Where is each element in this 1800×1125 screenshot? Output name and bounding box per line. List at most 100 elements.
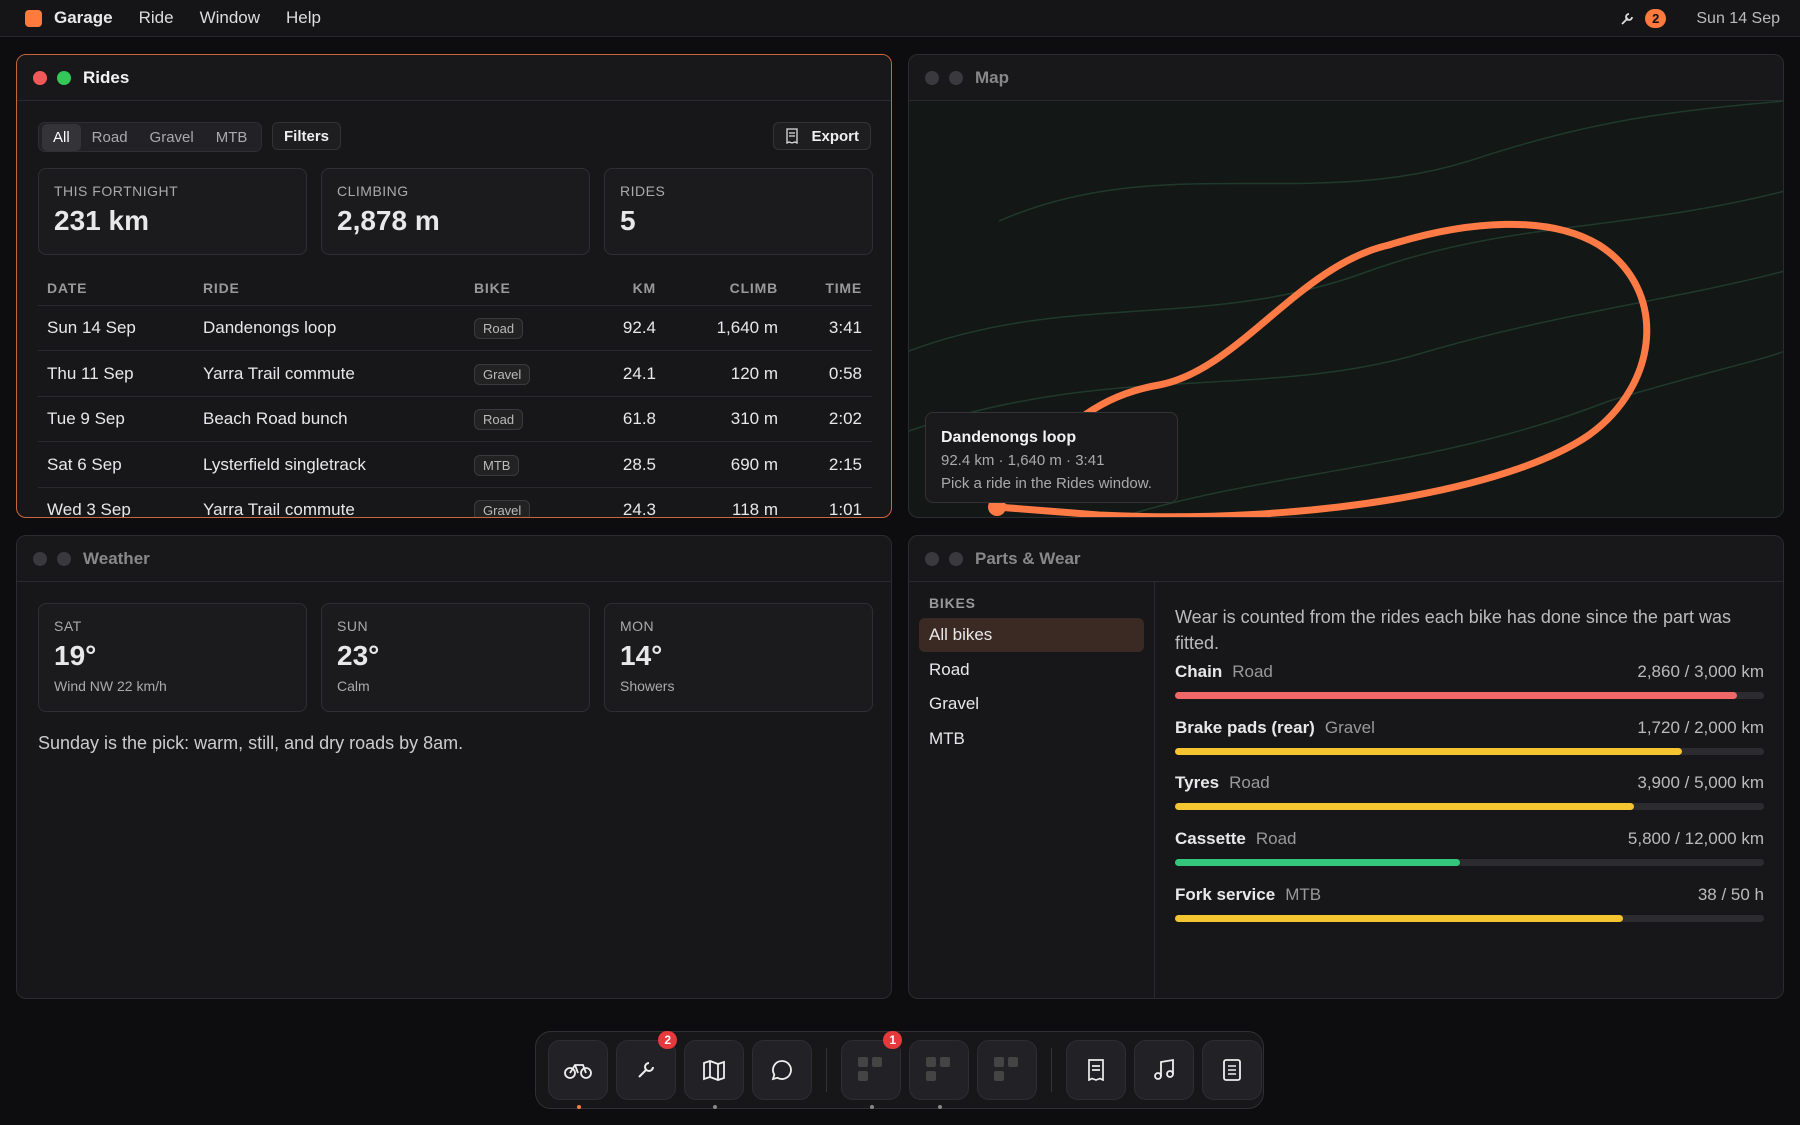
tooltip-hint: Pick a ride in the Rides window. — [941, 475, 1152, 492]
cell: 3:41 — [828, 318, 862, 337]
part-item: Cassette Road 5,800 / 12,000 km — [1175, 829, 1764, 867]
ride-row[interactable]: Thu 11 Sep Yarra Trail commute Gravel 24.1 1… — [38, 352, 872, 397]
part-line: Chain Road 2,860 / 3,000 km — [1175, 662, 1764, 682]
part-name: Cassette — [1175, 829, 1246, 849]
ride-row[interactable]: Sun 14 Sep Dandenongs loop Road 92.4 1,640 m… — [38, 306, 872, 351]
part-name: Chain — [1175, 662, 1223, 681]
dock-receipts[interactable] — [1066, 1040, 1126, 1100]
column-header[interactable]: BIKE — [474, 279, 511, 296]
window-title: Weather — [83, 548, 150, 568]
dock-music[interactable] — [1134, 1040, 1194, 1100]
zoom-button[interactable] — [57, 551, 71, 566]
cell: 2:02 — [828, 409, 862, 428]
dock-folder[interactable] — [909, 1040, 969, 1109]
bike-pill: Road — [474, 318, 524, 339]
window-title: Parts & Wear — [975, 548, 1081, 568]
app-icon — [25, 9, 42, 27]
cell: 690 m — [730, 454, 778, 474]
bikes-label: BIKES — [929, 595, 976, 611]
part-usage: 5,800 / 12,000 km — [1627, 829, 1764, 849]
cell: 61.8 — [622, 409, 656, 428]
bike-pill: MTB — [474, 454, 520, 476]
ride-row[interactable]: Sat 6 Sep Lysterfield singletrack MTB 28.5 6… — [38, 443, 872, 488]
close-button[interactable] — [33, 70, 47, 85]
part-usage: 2,860 / 3,000 km — [1637, 662, 1764, 681]
export-button[interactable]: Export — [773, 122, 871, 150]
wear-track — [1175, 692, 1764, 699]
cell: 2:15 — [828, 454, 862, 474]
dock-folder[interactable]: 1 — [841, 1031, 902, 1109]
column-header[interactable]: TIME — [825, 279, 862, 296]
column-header[interactable]: DATE — [47, 279, 88, 296]
zoom-button[interactable] — [949, 70, 963, 85]
dock-folder[interactable] — [977, 1040, 1037, 1100]
stat-card: RIDES 5 — [604, 168, 873, 255]
bike-option[interactable]: All bikes — [919, 618, 1144, 652]
column-header[interactable]: KM — [632, 279, 656, 296]
part-name: Fork service — [1175, 884, 1276, 904]
forecast-day: SAT — [54, 618, 82, 634]
filter-option[interactable]: Gravel — [149, 128, 194, 146]
dock-garage[interactable]: 2 — [616, 1031, 677, 1100]
rides-window: Rides All Road Gravel MTB Filters Export TH… — [16, 54, 892, 518]
zoom-button[interactable] — [949, 551, 963, 566]
forecast-temp: 14° — [620, 640, 663, 671]
part-usage: 1,720 / 2,000 km — [1637, 717, 1764, 737]
part-item: Tyres Road 3,900 / 5,000 km — [1175, 773, 1764, 811]
bike-pill: Gravel — [474, 363, 531, 385]
ride-row[interactable]: Tue 9 Sep Beach Road bunch Road 61.8 310 m 2:… — [38, 397, 872, 442]
part-name: Tyres — [1175, 773, 1220, 793]
dock-notes[interactable] — [1202, 1040, 1262, 1100]
zoom-button[interactable] — [57, 70, 71, 85]
bike-option[interactable]: Gravel — [929, 694, 980, 713]
filter-option[interactable]: MTB — [215, 128, 248, 146]
menu-item[interactable]: Window — [199, 8, 261, 27]
part-line: Tyres Road 3,900 / 5,000 km — [1175, 773, 1764, 793]
column-header[interactable]: RIDE — [203, 279, 240, 296]
cell: Thu 11 Sep — [47, 363, 134, 383]
bike-option[interactable]: MTB — [929, 728, 965, 748]
dock-map[interactable] — [684, 1040, 744, 1109]
cell: Yarra Trail commute — [203, 500, 355, 518]
dock-messages[interactable] — [752, 1040, 812, 1100]
column-header[interactable]: CLIMB — [729, 279, 778, 296]
close-button[interactable] — [33, 551, 47, 566]
filters-button[interactable]: Filters — [272, 122, 342, 150]
cell: 1,640 m — [716, 318, 778, 337]
bike-pill: Gravel — [474, 500, 531, 517]
wear-bar — [1175, 859, 1460, 867]
cell: Lysterfield singletrack — [203, 454, 366, 474]
forecast-card: SAT 19° Wind NW 22 km/h — [38, 603, 307, 712]
wear-bar — [1175, 803, 1635, 811]
export-label: Export — [811, 127, 859, 145]
filter-option[interactable]: Road — [91, 128, 128, 146]
part-line: Cassette Road 5,800 / 12,000 km — [1175, 829, 1764, 849]
app-name[interactable]: Garage — [54, 8, 113, 27]
forecast-day: MON — [620, 618, 655, 634]
stat-label: RIDES — [620, 183, 666, 199]
notification-badge[interactable]: 2 — [1645, 9, 1667, 28]
cell: Yarra Trail commute — [203, 363, 355, 383]
bike-cell: Road — [474, 409, 584, 430]
forecast-day: SUN — [337, 618, 369, 634]
close-button[interactable] — [925, 551, 939, 566]
bike-option[interactable]: Road — [929, 659, 970, 679]
dock-badge: 1 — [883, 1031, 902, 1049]
stat-card: CLIMBING 2,878 m — [321, 168, 590, 255]
close-button[interactable] — [925, 70, 939, 85]
forecast-card: SUN 23° Calm — [321, 603, 590, 712]
wear-track — [1175, 859, 1764, 867]
part-bike: Road — [1229, 773, 1270, 793]
menu-item[interactable]: Ride — [138, 8, 174, 27]
filter-option[interactable]: All — [42, 123, 81, 151]
tooltip-title: Dandenongs loop — [941, 429, 1077, 446]
menu-item[interactable]: Help — [286, 8, 321, 27]
stat-card: THIS FORTNIGHT 231 km — [38, 168, 307, 255]
window-title: Rides — [83, 67, 130, 87]
ride-row[interactable]: Wed 3 Sep Yarra Trail commute Gravel 24.3 11… — [38, 488, 872, 518]
cell: 24.3 — [622, 500, 656, 518]
map-canvas[interactable] — [909, 101, 1784, 518]
wrench-icon[interactable] — [1619, 11, 1635, 27]
dock-rides[interactable] — [548, 1040, 608, 1109]
